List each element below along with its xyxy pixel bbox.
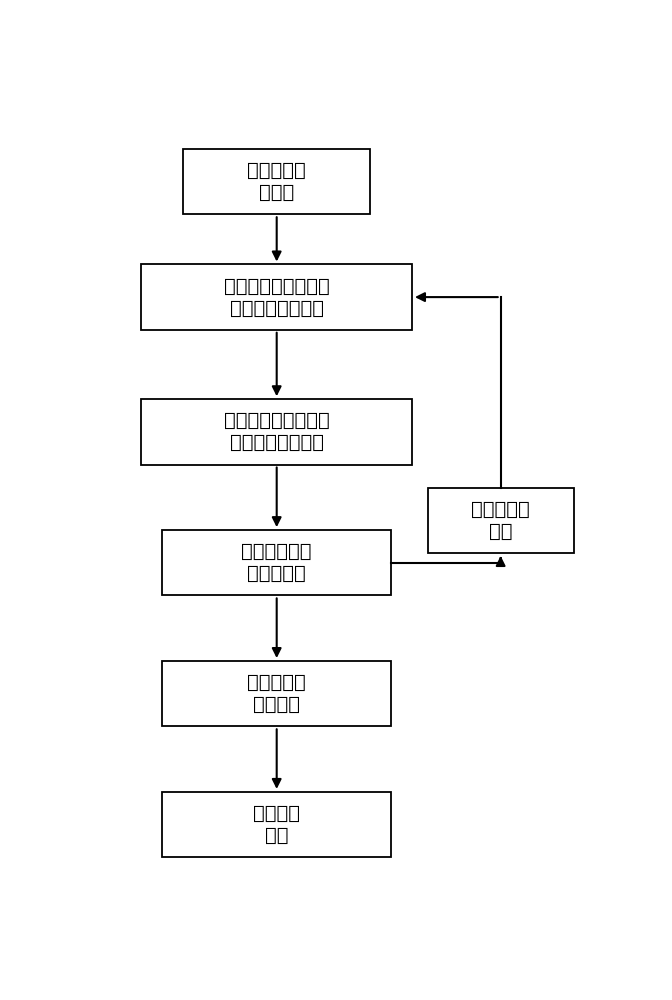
Bar xyxy=(141,399,412,465)
Bar xyxy=(183,149,370,214)
Text: 水力传导计算分层内
的湿润锋推移速度: 水力传导计算分层内 的湿润锋推移速度 xyxy=(224,411,329,452)
Bar xyxy=(428,488,574,553)
Text: 计算土壤含
水量: 计算土壤含 水量 xyxy=(471,500,530,541)
Text: 饱和入渗深
度计算: 饱和入渗深 度计算 xyxy=(247,161,306,202)
Text: 计算入渗
深度: 计算入渗 深度 xyxy=(253,804,300,845)
Bar xyxy=(141,264,412,330)
Text: 计算非饱和
入渗深度: 计算非饱和 入渗深度 xyxy=(247,673,306,714)
Bar xyxy=(162,792,391,857)
Text: 饱和入渗深度之下非
饱和入渗深度计算: 饱和入渗深度之下非 饱和入渗深度计算 xyxy=(224,277,329,318)
Bar xyxy=(162,661,391,726)
Bar xyxy=(162,530,391,595)
Text: 判断推移速度
是否大于零: 判断推移速度 是否大于零 xyxy=(241,542,312,583)
